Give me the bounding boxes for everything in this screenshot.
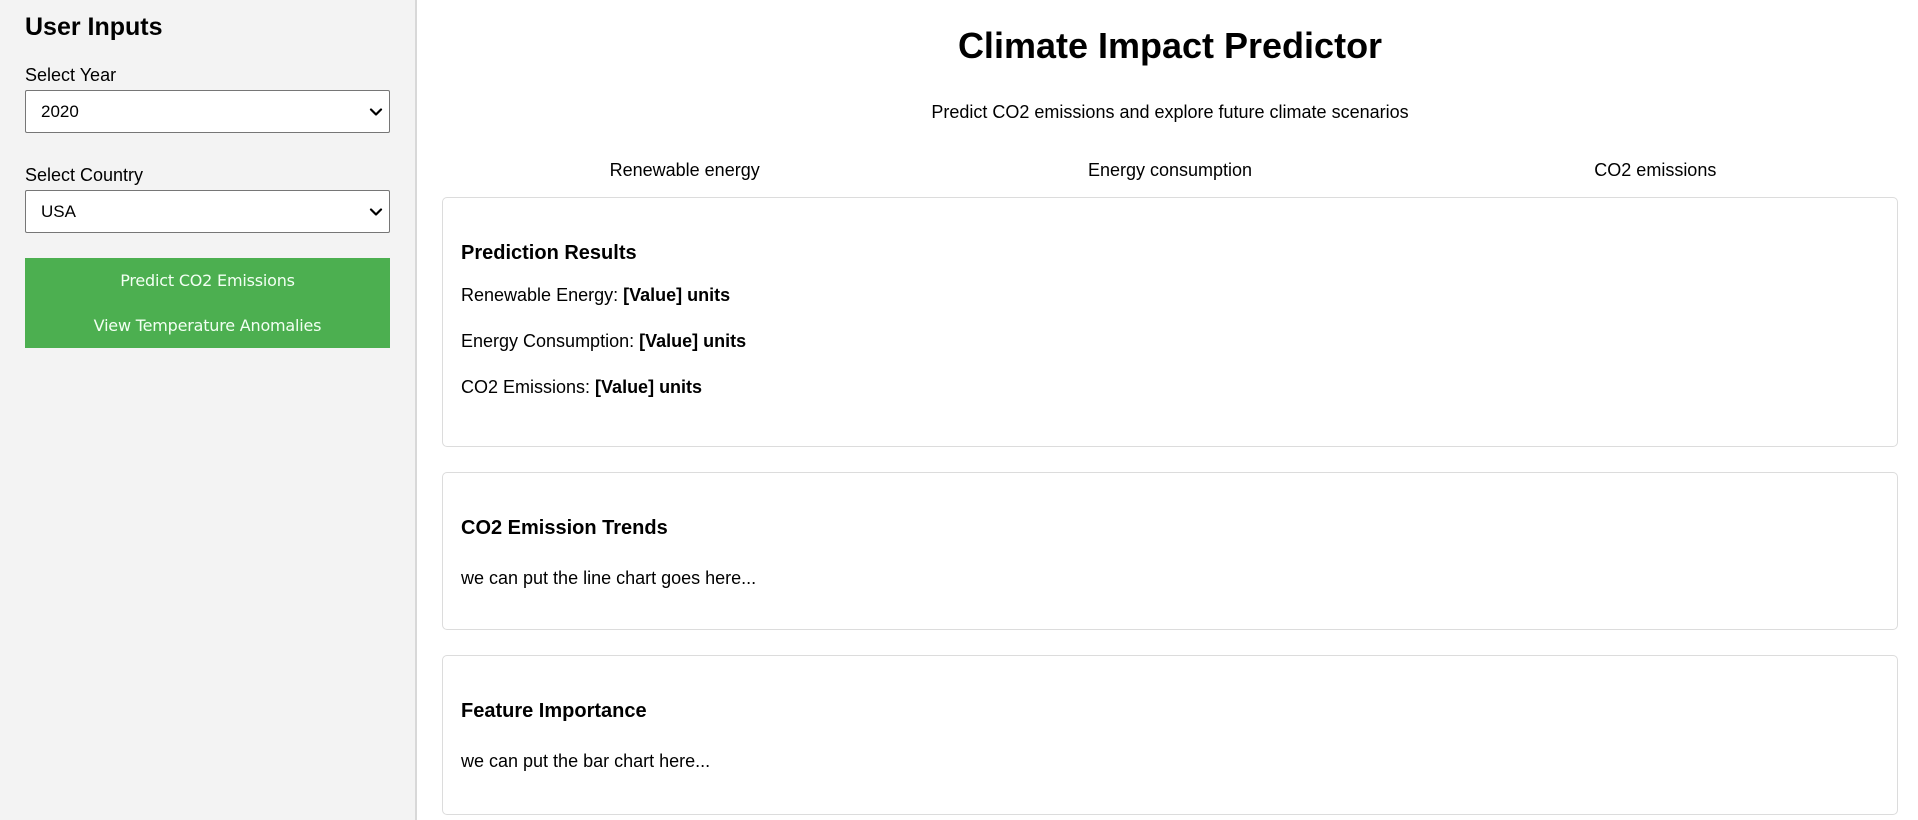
tab-co2-emissions[interactable]: CO2 emissions — [1594, 160, 1717, 180]
result-label: CO2 Emissions: — [461, 377, 596, 397]
country-field-group: Select Country USA — [25, 164, 390, 233]
tab-renewable-energy[interactable]: Renewable energy — [609, 160, 760, 180]
feature-importance-title: Feature Importance — [461, 700, 647, 722]
result-value: [Value] units — [595, 377, 703, 397]
line-chart-placeholder: we can put the line chart goes here... — [461, 568, 757, 588]
co2-trends-title: CO2 Emission Trends — [461, 517, 668, 539]
result-energy-consumption: Energy Consumption: [Value] units — [461, 330, 1879, 352]
result-renewable-energy: Renewable Energy: [Value] units — [461, 284, 1879, 306]
page-title: Climate Impact Predictor — [957, 25, 1383, 66]
year-label: Select Year — [25, 65, 117, 85]
main-content: Climate Impact Predictor Predict CO2 emi… — [417, 0, 1918, 820]
prediction-results-card: Prediction Results Renewable Energy: [Va… — [442, 197, 1898, 447]
country-select[interactable]: USA — [25, 190, 390, 233]
metric-tabs: Renewable energy Energy consumption CO2 … — [442, 157, 1898, 183]
bar-chart-placeholder: we can put the bar chart here... — [461, 751, 711, 771]
year-field-group: Select Year 2020 — [25, 64, 390, 133]
sidebar-title: User Inputs — [25, 13, 163, 41]
year-select-value: 2020 — [41, 102, 79, 121]
sidebar: User Inputs Select Year 2020 Select Coun… — [0, 0, 417, 820]
result-label: Renewable Energy: — [461, 285, 624, 305]
co2-trends-card: CO2 Emission Trends we can put the line … — [442, 472, 1898, 630]
feature-importance-card: Feature Importance we can put the bar ch… — [442, 655, 1898, 815]
year-select[interactable]: 2020 — [25, 90, 390, 133]
chevron-down-icon — [369, 108, 383, 116]
tab-energy-consumption[interactable]: Energy consumption — [1087, 160, 1253, 180]
prediction-results-title: Prediction Results — [461, 242, 637, 264]
result-co2-emissions: CO2 Emissions: [Value] units — [461, 376, 1879, 398]
result-value: [Value] units — [639, 331, 747, 351]
result-value: [Value] units — [623, 285, 731, 305]
country-label: Select Country — [25, 165, 144, 185]
view-temperature-anomalies-button[interactable]: View Temperature Anomalies — [93, 316, 322, 335]
chevron-down-icon — [369, 208, 383, 216]
country-select-value: USA — [41, 202, 76, 221]
result-label: Energy Consumption: — [461, 331, 640, 351]
page-subtitle: Predict CO2 emissions and explore future… — [931, 102, 1409, 122]
predict-co2-button[interactable]: Predict CO2 Emissions — [120, 271, 295, 290]
action-panel: Predict CO2 Emissions View Temperature A… — [25, 258, 390, 348]
